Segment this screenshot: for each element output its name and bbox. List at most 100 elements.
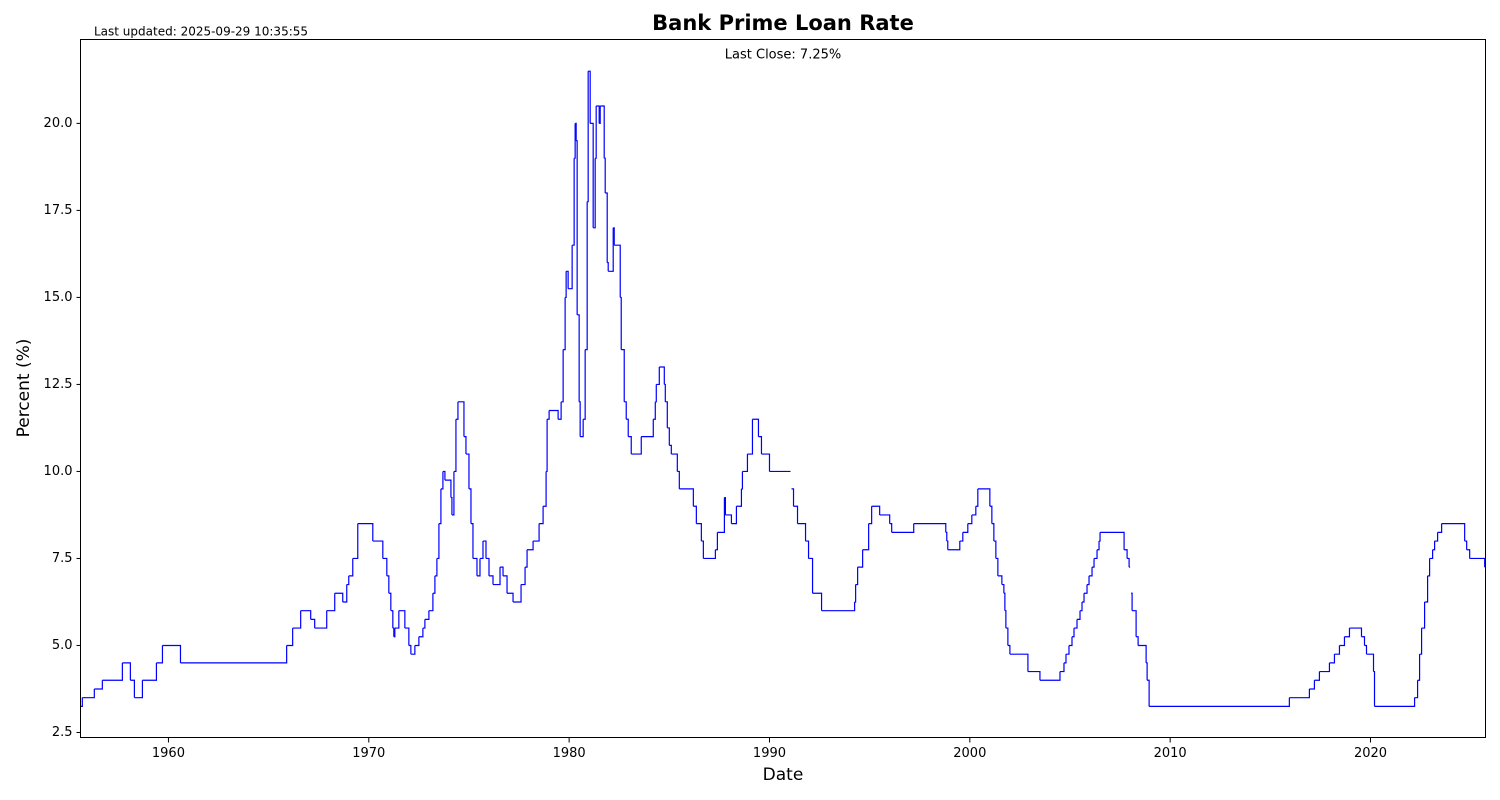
x-tick-label: 1980 bbox=[553, 746, 586, 761]
line-step bbox=[438, 488, 442, 525]
line-step bbox=[797, 523, 807, 542]
line-step bbox=[102, 662, 123, 681]
line-step bbox=[868, 506, 873, 525]
line-step bbox=[1289, 688, 1310, 699]
line-step bbox=[599, 105, 601, 124]
line-step bbox=[372, 540, 384, 559]
line-step bbox=[991, 523, 995, 542]
line-step bbox=[465, 453, 470, 489]
line-step bbox=[1419, 628, 1423, 655]
line-step bbox=[485, 557, 490, 576]
line-step bbox=[596, 105, 600, 124]
line-step bbox=[854, 584, 857, 603]
line-step bbox=[549, 409, 559, 420]
line-step bbox=[989, 505, 993, 524]
line-step bbox=[142, 662, 158, 681]
line-step bbox=[1432, 541, 1436, 551]
line-step bbox=[761, 453, 771, 472]
x-tick-label: 1960 bbox=[152, 746, 185, 761]
line-step bbox=[575, 122, 577, 141]
line-step bbox=[967, 514, 973, 525]
y-tick-label: 17.5 bbox=[44, 203, 73, 218]
line-step bbox=[527, 541, 534, 551]
line-step bbox=[493, 567, 501, 586]
line-step bbox=[533, 523, 540, 542]
line-step bbox=[741, 471, 744, 490]
line-step bbox=[1364, 644, 1368, 655]
line-step bbox=[995, 557, 999, 576]
line-step bbox=[346, 575, 350, 586]
line-step bbox=[626, 418, 629, 437]
last-updated: Last updated: 2025-09-29 10:35:55 bbox=[94, 25, 308, 39]
line-step bbox=[1077, 610, 1081, 620]
plot-area bbox=[80, 70, 1486, 707]
line-step bbox=[574, 123, 576, 159]
axes-frame bbox=[80, 39, 1486, 738]
line-step bbox=[422, 619, 426, 629]
y-axis-label: Percent (%) bbox=[14, 339, 34, 438]
line-step bbox=[659, 366, 665, 385]
line-step bbox=[1309, 680, 1316, 690]
line-step bbox=[1334, 645, 1341, 655]
line-step bbox=[394, 610, 400, 629]
line-step bbox=[1080, 601, 1083, 612]
line-step bbox=[513, 584, 522, 603]
line-step bbox=[440, 471, 444, 490]
line-step bbox=[758, 436, 763, 455]
line-step bbox=[959, 532, 964, 542]
line-step bbox=[1314, 671, 1321, 681]
line-step bbox=[432, 575, 436, 594]
y-tick-label: 12.5 bbox=[44, 377, 73, 392]
line-step bbox=[348, 558, 354, 577]
line-step bbox=[679, 488, 694, 507]
line-step bbox=[724, 496, 727, 515]
line-step bbox=[717, 497, 725, 533]
line-step bbox=[605, 192, 608, 263]
line-step bbox=[945, 531, 948, 542]
line-step bbox=[453, 419, 457, 473]
x-tick-label: 1990 bbox=[753, 746, 786, 761]
x-tick-label: 1970 bbox=[352, 746, 385, 761]
line-step bbox=[547, 410, 550, 420]
line-step bbox=[1344, 628, 1351, 638]
line-step bbox=[1427, 558, 1431, 577]
line-step bbox=[1027, 670, 1041, 681]
line-step bbox=[821, 601, 856, 612]
line-step bbox=[971, 506, 977, 516]
line-step bbox=[451, 471, 455, 516]
line-step bbox=[94, 680, 103, 690]
line-step bbox=[300, 610, 312, 620]
line-step bbox=[812, 592, 823, 611]
line-step bbox=[455, 401, 459, 420]
line-step bbox=[482, 540, 487, 559]
line-step bbox=[1136, 636, 1139, 646]
line-step bbox=[580, 419, 584, 438]
line-step bbox=[521, 567, 526, 586]
line-step bbox=[568, 245, 573, 290]
line-step bbox=[742, 454, 749, 473]
line-step bbox=[561, 349, 564, 403]
line-step bbox=[134, 680, 144, 699]
line-step bbox=[1437, 523, 1443, 533]
line-step bbox=[703, 549, 716, 560]
line-step bbox=[408, 644, 412, 655]
line-step bbox=[436, 523, 440, 560]
line-step bbox=[879, 514, 891, 524]
line-step bbox=[1099, 532, 1101, 542]
line-step bbox=[1082, 593, 1085, 603]
line-step bbox=[997, 575, 1003, 585]
line-step bbox=[479, 541, 484, 560]
line-step bbox=[572, 158, 575, 246]
line-step bbox=[891, 523, 915, 533]
line-step bbox=[503, 575, 508, 594]
line-step bbox=[725, 514, 733, 524]
line-step bbox=[1424, 575, 1429, 603]
line-step bbox=[457, 401, 465, 437]
line-step bbox=[418, 628, 424, 638]
line-step bbox=[583, 349, 586, 420]
line-step bbox=[424, 610, 430, 620]
line-step bbox=[565, 271, 567, 299]
line-step bbox=[539, 506, 544, 525]
line-step bbox=[82, 688, 95, 699]
